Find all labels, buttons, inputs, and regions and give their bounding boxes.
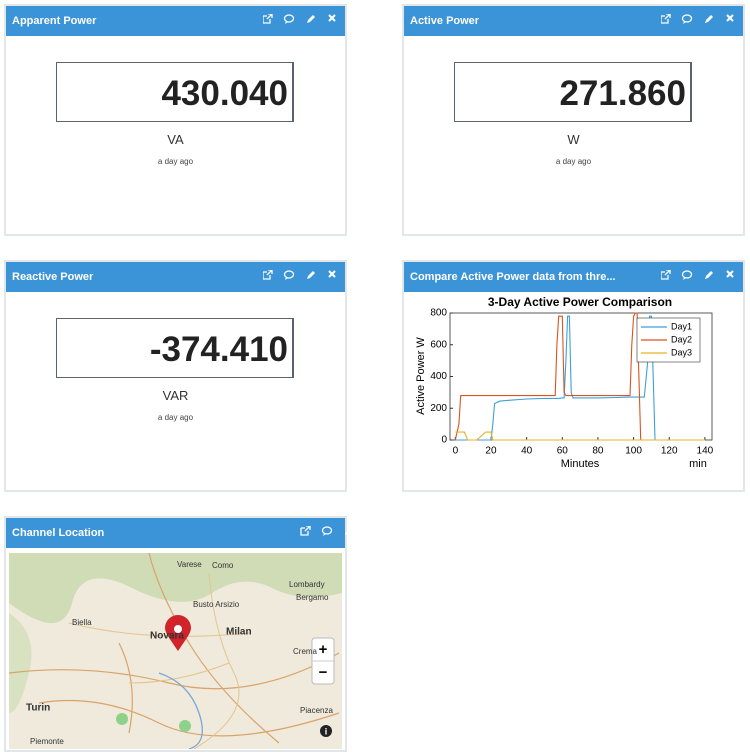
map-label: Piemonte bbox=[30, 737, 64, 746]
info-button[interactable]: i bbox=[325, 726, 328, 736]
map-label: Novara bbox=[150, 631, 184, 642]
widget-title: Active Power bbox=[410, 15, 480, 27]
map-label: Piacenza bbox=[300, 706, 333, 715]
timestamp: a day ago bbox=[157, 157, 194, 166]
widget-header: Reactive Power bbox=[6, 262, 345, 292]
timestamp: a day ago bbox=[555, 157, 592, 166]
map-label: Crema bbox=[293, 647, 318, 656]
widget-title: Compare Active Power data from thre... bbox=[410, 271, 616, 283]
map-label: Bergamo bbox=[296, 593, 329, 602]
widget-icons[interactable] bbox=[661, 270, 735, 281]
widget-icons[interactable] bbox=[661, 14, 735, 25]
map-label: Biella bbox=[72, 618, 92, 627]
widget-title: Reactive Power bbox=[12, 271, 94, 283]
value-box: -374.410 bbox=[56, 318, 294, 378]
widget-icons[interactable] bbox=[263, 14, 337, 25]
value-box: 430.040 bbox=[56, 62, 294, 122]
widget: Apparent Power 430.040 VA a day ago bbox=[4, 4, 347, 236]
zoom-button[interactable]: − bbox=[319, 664, 328, 681]
widget: Compare Active Power data from thre... bbox=[402, 260, 745, 492]
value-box: 271.860 bbox=[454, 62, 692, 122]
widget-icons[interactable] bbox=[285, 526, 359, 537]
widget-title: Channel Location bbox=[12, 527, 105, 539]
map-label: Lombardy bbox=[289, 580, 325, 589]
widget-header: Active Power bbox=[404, 6, 743, 36]
map-label: Como bbox=[212, 561, 234, 570]
widget: Active Power 271.860 W a day ago bbox=[402, 4, 745, 236]
unit: VA bbox=[167, 132, 184, 147]
widget-header: Channel Location bbox=[6, 518, 359, 548]
unit: VAR bbox=[162, 388, 189, 403]
map-label: Turin bbox=[26, 703, 50, 714]
map[interactable]: Varese Como Lombardy Busto Arsizio Bergamo Bi… bbox=[9, 553, 342, 749]
unit: W bbox=[567, 132, 580, 147]
widget-header: Apparent Power bbox=[6, 6, 345, 36]
widget-header: Compare Active Power data from thre... bbox=[404, 262, 743, 292]
widget-title: Apparent Power bbox=[12, 15, 97, 27]
zoom-button[interactable]: + bbox=[319, 641, 328, 658]
map-label: Varese bbox=[177, 560, 202, 569]
map-label: Busto Arsizio bbox=[193, 600, 240, 609]
widget: Reactive Power -374.410 VAR a day ago bbox=[4, 260, 347, 492]
map-label: Milan bbox=[226, 627, 252, 638]
timestamp: a day ago bbox=[157, 413, 194, 422]
widget-icons[interactable] bbox=[263, 270, 337, 281]
